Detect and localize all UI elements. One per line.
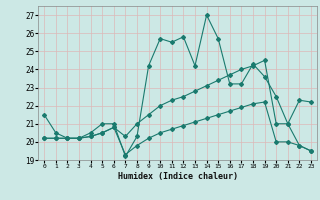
X-axis label: Humidex (Indice chaleur): Humidex (Indice chaleur) [118, 172, 238, 181]
